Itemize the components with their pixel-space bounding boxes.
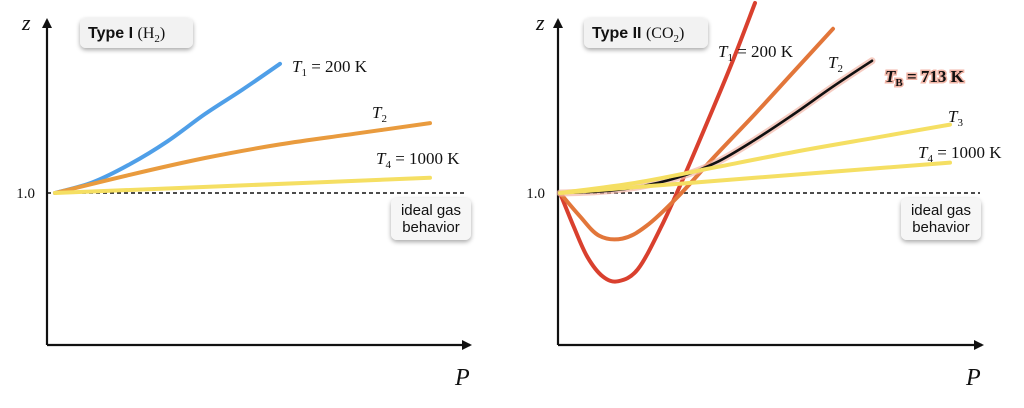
ideal-gas-label-line2: behavior [912,219,970,236]
x-axis-label: P [965,365,981,391]
chart-title-text: Type I (H2) [88,25,165,45]
ideal-gas-label-line1: ideal gas [911,202,971,219]
chart-title: Type II (CO2) [584,18,708,48]
y-tick-label: 1.0 [16,186,35,202]
y-axis-label: z [535,10,545,35]
series-label-2: T2 [828,53,843,75]
x-axis-label: P [454,365,470,391]
chart-title-text: Type II (CO2) [592,25,684,45]
series-line-2 [53,121,432,195]
y-tick-label: 1.0 [526,186,545,202]
series-line-1 [53,61,282,195]
series-label-3: TB = 713 K [885,67,965,89]
series-label-4: T3 [948,107,963,129]
series-label-5: T4 = 1000 K [918,143,1002,165]
series-label-3: T4 = 1000 K [376,149,460,171]
series-label-1: T1 = 200 K [292,57,368,79]
series-line-4 [558,122,952,195]
series-line-3 [53,175,432,195]
series-line-2 [558,26,835,242]
chart-title: Type I (H2) [80,18,193,48]
series-label-2: T2 [372,103,387,125]
chart-title-bg [584,18,708,48]
series-line-1 [558,1,757,284]
ideal-gas-label-bg [391,198,471,240]
chart-title-bg [80,18,193,48]
series-line-5 [558,160,952,195]
ideal-gas-label-line1: ideal gas [401,202,461,219]
ideal-gas-label-bg [901,198,981,240]
y-axis-label: z [21,10,31,35]
ideal-gas-label-line2: behavior [402,219,460,236]
series-label-1: T1 = 200 K [718,42,794,64]
